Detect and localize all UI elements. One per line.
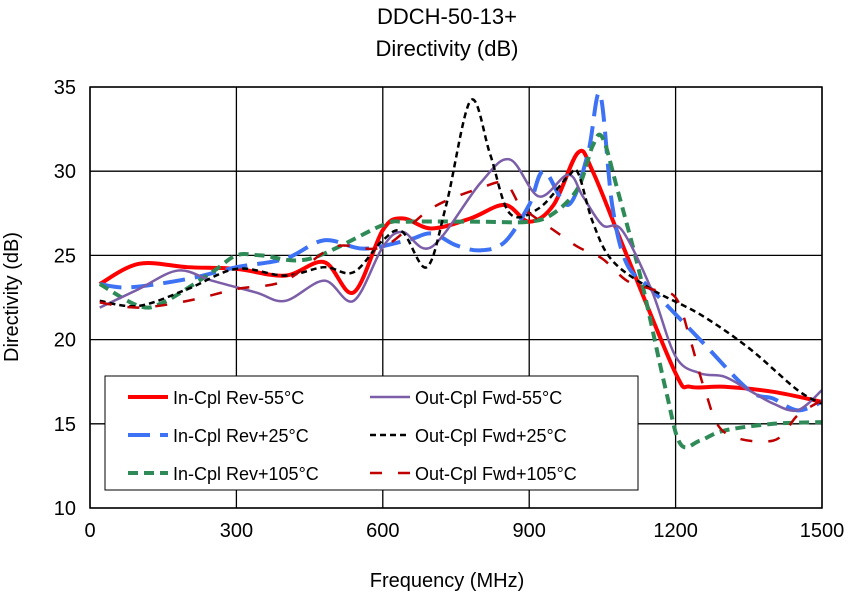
x-tick-label: 1200: [653, 520, 698, 542]
series-line-in-cpl-rev-25-c: [99, 90, 823, 413]
y-tick-label: 20: [54, 330, 76, 352]
y-tick-label: 10: [54, 498, 76, 520]
legend-label: In-Cpl Rev+25°C: [173, 426, 309, 446]
series-line-in-cpl-rev-55-c: [98, 148, 823, 404]
legend-label: Out-Cpl Fwd-55°C: [415, 388, 562, 408]
series-line-in-cpl-rev-105-c: [98, 132, 823, 450]
x-tick-label: 0: [84, 520, 95, 542]
legend-box: [104, 375, 639, 491]
x-tick-label: 1500: [800, 520, 845, 542]
y-axis-label: Directivity (dB): [1, 232, 23, 362]
legend-label: Out-Cpl Fwd+105°C: [415, 464, 577, 484]
x-axis-label: Frequency (MHz): [370, 570, 524, 592]
series-line-out-cpl-fwd-25-c: [99, 98, 823, 405]
legend-label: Out-Cpl Fwd+25°C: [415, 426, 567, 446]
legend-label: In-Cpl Rev+105°C: [173, 464, 319, 484]
legend: In-Cpl Rev-55°C In-Cpl Rev+25°C In-Cpl Rev…: [104, 375, 639, 491]
chart-title: DDCH-50-13+: [377, 4, 517, 29]
x-tick-label: 600: [366, 520, 399, 542]
y-tick-label: 35: [54, 77, 76, 99]
chart-subtitle: Directivity (dB): [375, 36, 518, 61]
y-tick-label: 30: [54, 161, 76, 183]
x-tick-label: 900: [513, 520, 546, 542]
series-line-out-cpl-fwd-55-c: [99, 157, 823, 413]
tick-labels: 0 300 600 900 1200 1500 10 15 20 25 30 35: [54, 77, 845, 542]
series-lines: [98, 90, 823, 450]
y-tick-label: 25: [54, 245, 76, 267]
plot-frame: [89, 86, 823, 509]
x-tick-label: 300: [220, 520, 253, 542]
legend-label: In-Cpl Rev-55°C: [173, 388, 304, 408]
y-tick-label: 15: [54, 414, 76, 436]
